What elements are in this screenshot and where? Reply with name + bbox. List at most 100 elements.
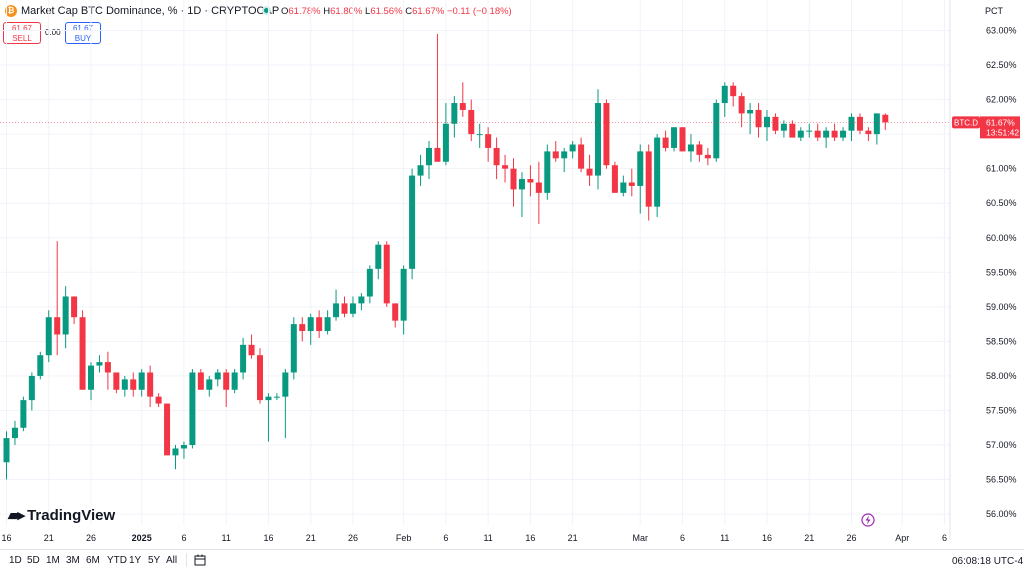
clock-display[interactable]: 06:08:18 UTC-4 [952,556,1024,567]
candle [856,113,863,135]
range-button-all[interactable]: All [166,555,178,566]
candle [37,351,44,380]
candle [848,113,855,142]
candle [341,296,348,318]
candle [62,286,69,349]
candlestick-chart[interactable]: 63.00%62.50%62.00%61.50%61.00%60.50%60.0… [0,0,1024,550]
price-axis: 63.00%62.50%62.00%61.50%61.00%60.50%60.0… [949,0,1017,540]
symbol-title[interactable]: Market Cap BTC Dominance, % · 1D · CRYPT… [21,5,280,17]
candle-body [282,372,289,397]
candle-body [349,303,356,314]
candle-body [223,372,230,390]
market-status-icon [262,6,271,15]
candle-body [257,355,263,401]
candle-body [113,372,120,390]
candle [104,351,111,390]
candle [814,123,821,142]
candle-body [882,114,889,123]
candle-body [544,151,551,193]
candle [747,103,754,135]
candle-body [848,116,855,131]
sell-label: SELL [12,34,32,43]
candle-body [164,403,171,456]
spread-value: 0.00 [45,28,61,37]
candle [493,137,500,180]
candle-body [147,372,154,397]
candle-body [595,103,601,176]
grid-lines [0,0,950,525]
y-tick-label: 58.00% [986,371,1017,381]
candle [409,168,416,280]
candle-body [11,427,18,439]
range-button-6m[interactable]: 6M [86,555,100,566]
x-tick-label: 16 [762,533,772,543]
candle-body [54,317,61,335]
range-button-3m[interactable]: 3M [66,555,80,566]
candle-body [180,445,187,449]
range-button-1y[interactable]: 1Y [129,555,142,566]
price-tag-symbol: BTC.D [954,118,978,127]
candle [654,134,661,218]
buy-button[interactable]: 61.67 BUY [65,22,101,44]
candle [730,82,737,107]
range-button-ytd[interactable]: YTD [107,555,127,566]
tradingview-logo-icon: ▰▸ [8,507,25,524]
candle-body [189,372,196,446]
scale-mode-label[interactable]: PCT [985,6,1003,16]
candle-body [214,372,221,380]
candle [637,144,644,214]
candle-body [240,344,247,373]
candle-body [713,103,720,159]
y-tick-label: 59.50% [986,267,1017,277]
range-button-5y[interactable]: 5Y [148,555,161,566]
candle [223,369,230,408]
flash-icon[interactable] [861,513,875,527]
candle [840,127,847,142]
candle-body [772,116,779,131]
sell-button[interactable]: 61.67 SELL [3,22,41,44]
candle [121,375,128,397]
range-button-5d[interactable]: 5D [27,555,40,566]
candle [823,127,830,148]
candle-body [341,303,348,314]
y-tick-label: 61.00% [986,164,1017,174]
candle-body [476,134,483,136]
candle-body [789,123,796,138]
candles [3,33,889,480]
candle [265,393,272,442]
candle [375,241,382,280]
candle-body [628,182,635,186]
candle-body [518,179,525,190]
close-value: 61.67% [412,6,445,17]
calendar-icon[interactable] [194,554,206,566]
candle [189,369,196,449]
high-label: H [323,6,331,17]
candle [45,310,52,363]
candle [518,172,525,218]
candle-body [493,147,500,166]
candle-body [468,109,475,135]
candle [595,89,601,190]
candle [79,310,86,390]
candle-body [459,103,466,110]
candle-body [197,372,204,390]
candle [561,147,568,173]
candle [510,158,517,207]
candle-body [392,303,399,321]
candle [772,113,779,135]
range-button-1m[interactable]: 1M [46,555,60,566]
candle [392,303,399,328]
candle-body [485,134,492,148]
candle [476,123,483,148]
range-button-1d[interactable]: 1D [9,555,22,566]
candle-body [620,182,627,193]
open-value: 61.78% [288,6,321,17]
candle [645,144,652,221]
buy-label: BUY [74,34,92,43]
candle [628,168,635,197]
close-label: C [405,6,413,17]
change-value: −0.11 (−0.18%) [446,6,512,17]
candle-body [738,96,745,114]
candle [459,82,466,117]
x-tick-label: 16 [263,533,273,543]
